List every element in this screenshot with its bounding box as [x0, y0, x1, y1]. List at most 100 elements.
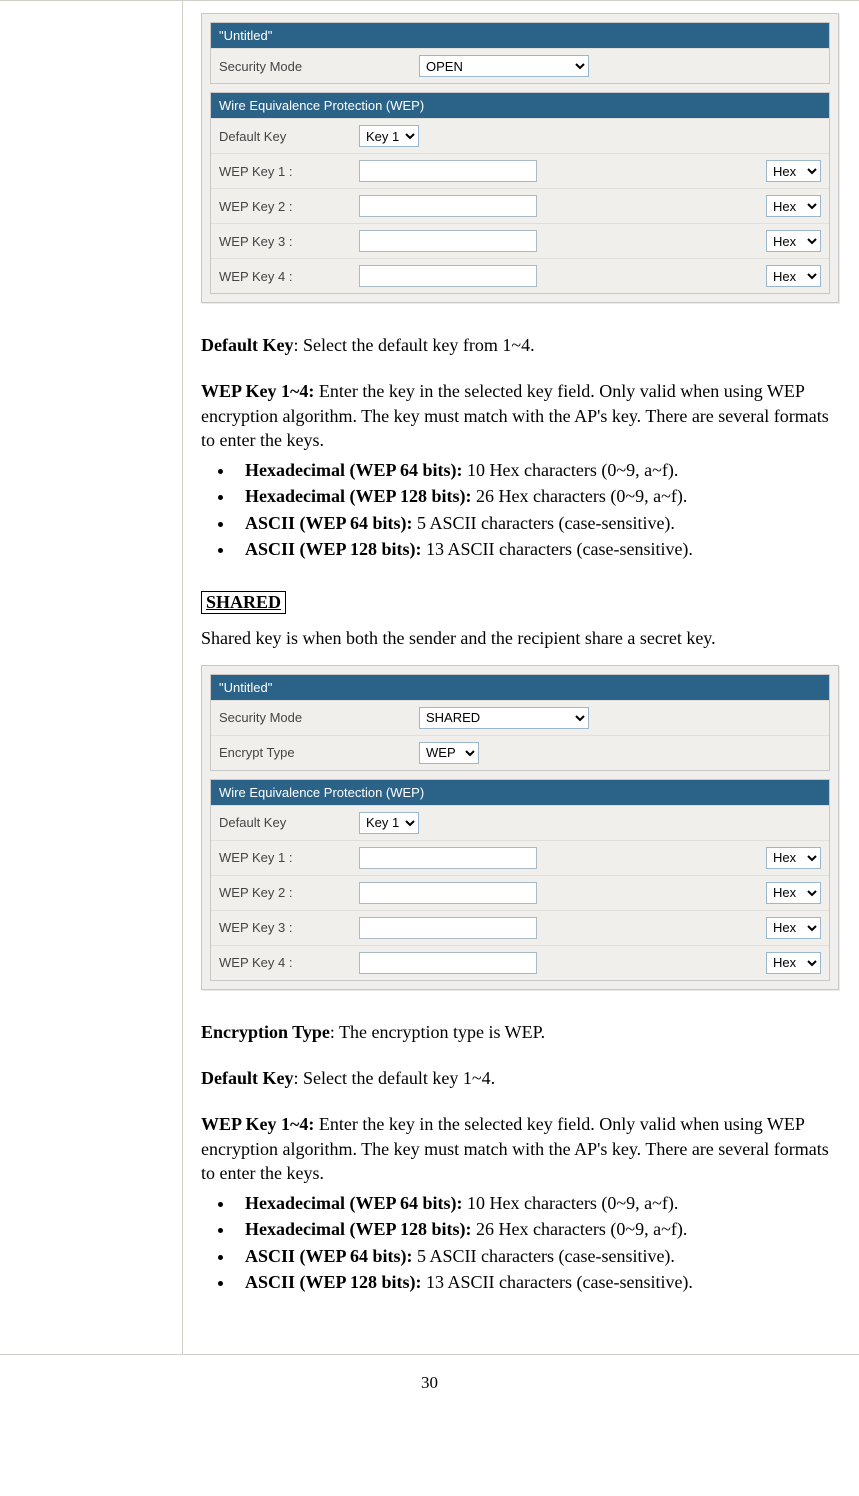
bold-label: Hexadecimal (WEP 64 bits):: [245, 460, 462, 480]
bold-label: WEP Key 1~4:: [201, 1114, 314, 1134]
shared-intro: Shared key is when both the sender and t…: [201, 626, 839, 650]
left-margin-cell: [0, 1, 183, 1355]
wep-key-label: WEP Key 1 :: [219, 850, 359, 865]
paragraph-text: : Select the default key 1~4.: [293, 1068, 495, 1088]
list-text: 5 ASCII characters (case-sensitive).: [413, 1246, 675, 1266]
bold-label: Hexadecimal (WEP 128 bits):: [245, 486, 471, 506]
encrypt-type-row: Encrypt Type WEP: [211, 735, 829, 770]
list-item: ASCII (WEP 128 bits): 13 ASCII character…: [235, 1270, 839, 1294]
wep-key-label: WEP Key 1 :: [219, 164, 359, 179]
wep-key-label: WEP Key 2 :: [219, 885, 359, 900]
list-item: Hexadecimal (WEP 128 bits): 26 Hex chara…: [235, 1217, 839, 1241]
panel-title: "Untitled": [211, 675, 829, 700]
wep-key-row: WEP Key 3 : Hex: [211, 223, 829, 258]
wep-key-row: WEP Key 1 : Hex: [211, 840, 829, 875]
bold-label: ASCII (WEP 128 bits):: [245, 1272, 422, 1292]
bold-label: Default Key: [201, 1068, 293, 1088]
list-item: Hexadecimal (WEP 128 bits): 26 Hex chara…: [235, 484, 839, 508]
bold-label: Default Key: [201, 335, 293, 355]
list-text: 13 ASCII characters (case-sensitive).: [422, 1272, 693, 1292]
wep-key-paragraph: WEP Key 1~4: Enter the key in the select…: [201, 379, 839, 452]
security-mode-row: Security Mode OPEN: [211, 48, 829, 83]
list-item: ASCII (WEP 64 bits): 5 ASCII characters …: [235, 1244, 839, 1268]
encrypt-type-label: Encrypt Type: [219, 745, 419, 760]
wep-key-format-select[interactable]: Hex: [766, 230, 821, 252]
shared-security-panel: "Untitled" Security Mode SHARED Encrypt …: [201, 665, 839, 990]
encrypt-type-select[interactable]: WEP: [419, 742, 479, 764]
list-text: 10 Hex characters (0~9, a~f).: [462, 1193, 678, 1213]
format-list: Hexadecimal (WEP 64 bits): 10 Hex charac…: [201, 1191, 839, 1294]
security-mode-label: Security Mode: [219, 59, 419, 74]
panel-title: "Untitled": [211, 23, 829, 48]
default-key-label: Default Key: [219, 129, 359, 144]
wep-key-input[interactable]: [359, 952, 537, 974]
security-mode-row: Security Mode SHARED: [211, 700, 829, 735]
wep-key-label: WEP Key 4 :: [219, 269, 359, 284]
wep-key-label: WEP Key 2 :: [219, 199, 359, 214]
wep-subpanel: Wire Equivalence Protection (WEP) Defaul…: [210, 779, 830, 981]
main-content-cell: "Untitled" Security Mode OPEN Wire Equiv…: [183, 1, 859, 1355]
wep-key-format-select[interactable]: Hex: [766, 195, 821, 217]
encryption-type-paragraph: Encryption Type: The encryption type is …: [201, 1020, 839, 1044]
default-key-row: Default Key Key 1: [211, 118, 829, 153]
list-text: 10 Hex characters (0~9, a~f).: [462, 460, 678, 480]
default-key-label: Default Key: [219, 815, 359, 830]
wep-key-format-select[interactable]: Hex: [766, 847, 821, 869]
wep-key-paragraph: WEP Key 1~4: Enter the key in the select…: [201, 1112, 839, 1185]
list-item: Hexadecimal (WEP 64 bits): 10 Hex charac…: [235, 458, 839, 482]
wep-key-format-select[interactable]: Hex: [766, 917, 821, 939]
wep-key-row: WEP Key 2 : Hex: [211, 875, 829, 910]
list-text: 13 ASCII characters (case-sensitive).: [422, 539, 693, 559]
wep-key-format-select[interactable]: Hex: [766, 160, 821, 182]
wep-subpanel: Wire Equivalence Protection (WEP) Defaul…: [210, 92, 830, 294]
list-text: 26 Hex characters (0~9, a~f).: [471, 1219, 687, 1239]
wep-key-row: WEP Key 2 : Hex: [211, 188, 829, 223]
wep-key-label: WEP Key 3 :: [219, 920, 359, 935]
wep-key-input[interactable]: [359, 195, 537, 217]
bold-label: ASCII (WEP 64 bits):: [245, 513, 413, 533]
list-text: 5 ASCII characters (case-sensitive).: [413, 513, 675, 533]
wep-key-label: WEP Key 3 :: [219, 234, 359, 249]
untitled-subpanel: "Untitled" Security Mode OPEN: [210, 22, 830, 84]
wep-key-input[interactable]: [359, 917, 537, 939]
wep-title: Wire Equivalence Protection (WEP): [211, 780, 829, 805]
default-key-select[interactable]: Key 1: [359, 125, 419, 147]
page-number: 30: [0, 1355, 859, 1403]
wep-key-input[interactable]: [359, 265, 537, 287]
default-key-select[interactable]: Key 1: [359, 812, 419, 834]
bold-label: Encryption Type: [201, 1022, 330, 1042]
open-security-panel: "Untitled" Security Mode OPEN Wire Equiv…: [201, 13, 839, 303]
list-item: Hexadecimal (WEP 64 bits): 10 Hex charac…: [235, 1191, 839, 1215]
security-mode-select[interactable]: SHARED: [419, 707, 589, 729]
wep-key-format-select[interactable]: Hex: [766, 882, 821, 904]
list-text: 26 Hex characters (0~9, a~f).: [471, 486, 687, 506]
wep-key-format-select[interactable]: Hex: [766, 265, 821, 287]
bold-label: Hexadecimal (WEP 128 bits):: [245, 1219, 471, 1239]
wep-key-input[interactable]: [359, 230, 537, 252]
wep-title: Wire Equivalence Protection (WEP): [211, 93, 829, 118]
wep-key-input[interactable]: [359, 847, 537, 869]
format-list: Hexadecimal (WEP 64 bits): 10 Hex charac…: [201, 458, 839, 561]
wep-key-input[interactable]: [359, 882, 537, 904]
untitled-subpanel: "Untitled" Security Mode SHARED Encrypt …: [210, 674, 830, 771]
bold-label: Hexadecimal (WEP 64 bits):: [245, 1193, 462, 1213]
bold-label: ASCII (WEP 64 bits):: [245, 1246, 413, 1266]
default-key-paragraph: Default Key: Select the default key 1~4.: [201, 1066, 839, 1090]
wep-key-format-select[interactable]: Hex: [766, 952, 821, 974]
default-key-paragraph: Default Key: Select the default key from…: [201, 333, 839, 357]
default-key-row: Default Key Key 1: [211, 805, 829, 840]
paragraph-text: : Select the default key from 1~4.: [293, 335, 534, 355]
security-mode-label: Security Mode: [219, 710, 419, 725]
shared-heading: SHARED: [201, 591, 286, 614]
security-mode-select[interactable]: OPEN: [419, 55, 589, 77]
wep-key-row: WEP Key 4 : Hex: [211, 945, 829, 980]
wep-key-row: WEP Key 1 : Hex: [211, 153, 829, 188]
bold-label: ASCII (WEP 128 bits):: [245, 539, 422, 559]
wep-key-input[interactable]: [359, 160, 537, 182]
bold-label: WEP Key 1~4:: [201, 381, 314, 401]
wep-key-label: WEP Key 4 :: [219, 955, 359, 970]
wep-key-row: WEP Key 3 : Hex: [211, 910, 829, 945]
list-item: ASCII (WEP 128 bits): 13 ASCII character…: [235, 537, 839, 561]
wep-key-row: WEP Key 4 : Hex: [211, 258, 829, 293]
paragraph-text: : The encryption type is WEP.: [330, 1022, 545, 1042]
